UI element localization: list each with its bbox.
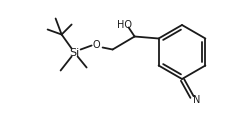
Text: HO: HO xyxy=(117,20,132,30)
Text: Si: Si xyxy=(70,47,80,58)
Text: N: N xyxy=(193,95,201,105)
Text: O: O xyxy=(93,39,100,50)
